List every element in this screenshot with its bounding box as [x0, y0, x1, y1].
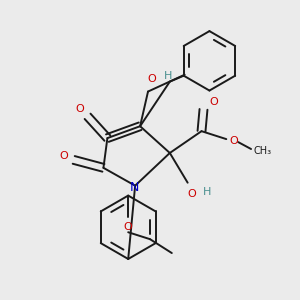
Text: H: H [164, 71, 172, 81]
Text: N: N [130, 181, 139, 194]
Text: O: O [59, 151, 68, 161]
Text: O: O [75, 104, 84, 114]
Text: O: O [124, 222, 133, 232]
Text: O: O [187, 189, 196, 199]
Text: O: O [148, 74, 156, 84]
Text: O: O [209, 98, 218, 107]
Text: H: H [203, 187, 212, 196]
Text: O: O [230, 136, 239, 146]
Text: CH₃: CH₃ [254, 146, 272, 156]
